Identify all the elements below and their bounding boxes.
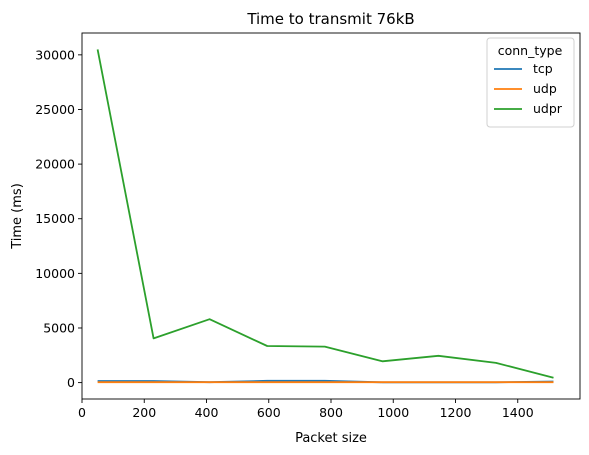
y-tick-label: 5000 — [43, 320, 75, 335]
x-tick-label: 400 — [195, 405, 219, 420]
y-axis: 0 5000 10000 15000 20000 25000 30000 — [35, 47, 82, 390]
legend-box — [486, 37, 575, 128]
y-axis-title: Time (ms) — [10, 183, 25, 250]
legend-label-udp: udp — [533, 81, 557, 96]
x-tick-label: 600 — [257, 405, 281, 420]
x-tick-label: 200 — [132, 405, 156, 420]
legend-label-udpr: udpr — [533, 101, 563, 116]
x-tick-label: 1400 — [502, 405, 534, 420]
x-axis-title: Packet size — [295, 431, 367, 446]
legend-title: conn_type — [498, 43, 563, 58]
x-tick-label: 1200 — [440, 405, 472, 420]
x-tick-label: 0 — [78, 405, 86, 420]
legend-label-tcp: tcp — [533, 61, 553, 76]
x-tick-label: 1000 — [377, 405, 409, 420]
series-line-udpr — [96, 49, 554, 379]
plot-area — [96, 49, 554, 384]
y-tick-label: 15000 — [35, 211, 75, 226]
y-tick-label: 0 — [67, 375, 75, 390]
chart-title: Time to transmit 76kB — [246, 10, 414, 28]
x-axis: 0 200 400 600 800 1000 1200 1400 — [78, 399, 534, 420]
legend: conn_type tcp udp udpr — [486, 37, 575, 128]
y-tick-label: 30000 — [35, 47, 75, 62]
y-tick-label: 25000 — [35, 102, 75, 117]
x-tick-label: 800 — [319, 405, 343, 420]
y-tick-label: 10000 — [35, 266, 75, 281]
y-tick-label: 20000 — [35, 157, 75, 172]
